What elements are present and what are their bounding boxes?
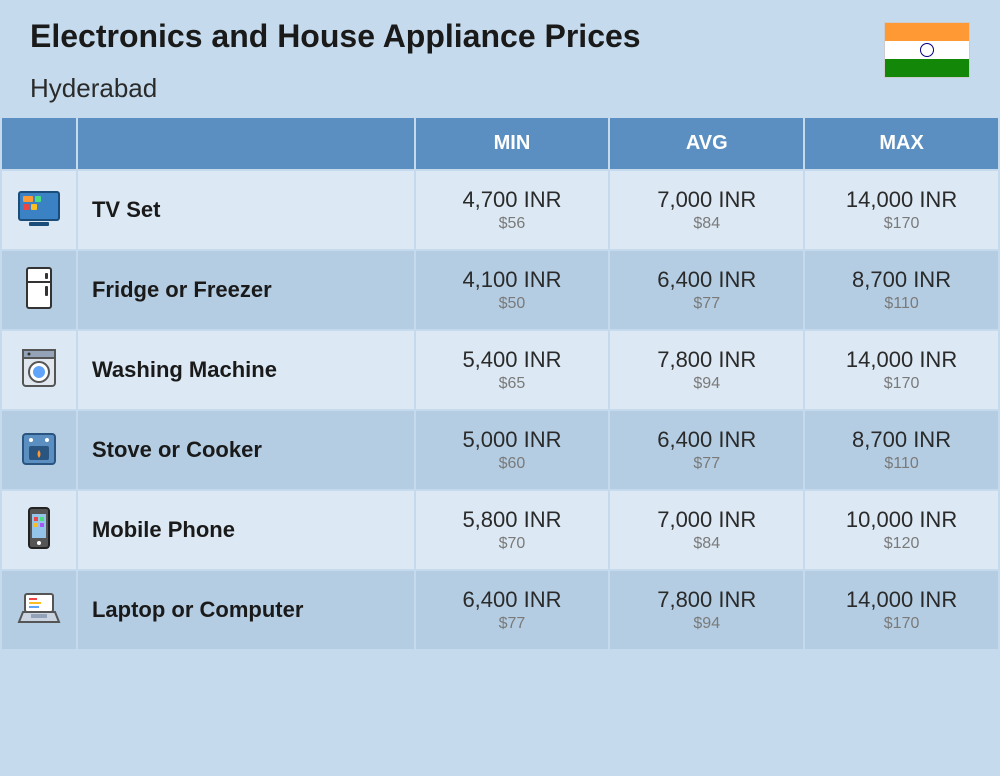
price-usd: $50 [428, 295, 597, 313]
price-usd: $65 [428, 375, 597, 393]
price-usd: $84 [622, 215, 791, 233]
price-inr: 5,000 INR [428, 427, 597, 453]
max-cell: 14,000 INR $170 [804, 170, 999, 250]
table-row: Mobile Phone 5,800 INR $70 7,000 INR $84 10,0… [1, 490, 999, 570]
price-inr: 5,400 INR [428, 347, 597, 373]
item-name: Washing Machine [77, 330, 415, 410]
price-inr: 7,800 INR [622, 347, 791, 373]
tv-icon [1, 170, 77, 250]
price-inr: 4,100 INR [428, 267, 597, 293]
max-cell: 14,000 INR $170 [804, 330, 999, 410]
price-usd: $60 [428, 455, 597, 473]
min-cell: 5,400 INR $65 [415, 330, 610, 410]
header-min: MIN [415, 117, 610, 170]
header-max: MAX [804, 117, 999, 170]
avg-cell: 7,000 INR $84 [609, 490, 804, 570]
price-inr: 7,000 INR [622, 507, 791, 533]
laptop-icon [1, 570, 77, 650]
item-name: Mobile Phone [77, 490, 415, 570]
table-row: TV Set 4,700 INR $56 7,000 INR $84 14,000 INR… [1, 170, 999, 250]
price-usd: $170 [817, 215, 986, 233]
price-usd: $56 [428, 215, 597, 233]
price-inr: 7,000 INR [622, 187, 791, 213]
price-inr: 10,000 INR [817, 507, 986, 533]
price-usd: $84 [622, 535, 791, 553]
table-header-row: MIN AVG MAX [1, 117, 999, 170]
item-name: TV Set [77, 170, 415, 250]
table-row: Stove or Cooker 5,000 INR $60 6,400 INR $77 8… [1, 410, 999, 490]
price-usd: $120 [817, 535, 986, 553]
min-cell: 5,800 INR $70 [415, 490, 610, 570]
price-inr: 8,700 INR [817, 267, 986, 293]
fridge-icon [1, 250, 77, 330]
price-usd: $77 [428, 615, 597, 633]
phone-icon [1, 490, 77, 570]
table-row: Laptop or Computer 6,400 INR $77 7,800 INR $… [1, 570, 999, 650]
min-cell: 5,000 INR $60 [415, 410, 610, 490]
header-icon-col [1, 117, 77, 170]
price-usd: $94 [622, 375, 791, 393]
price-inr: 5,800 INR [428, 507, 597, 533]
price-usd: $110 [817, 455, 986, 473]
max-cell: 8,700 INR $110 [804, 250, 999, 330]
price-usd: $170 [817, 375, 986, 393]
india-flag-icon [884, 22, 970, 78]
washer-icon [1, 330, 77, 410]
item-name: Laptop or Computer [77, 570, 415, 650]
avg-cell: 6,400 INR $77 [609, 250, 804, 330]
avg-cell: 7,800 INR $94 [609, 570, 804, 650]
item-name: Fridge or Freezer [77, 250, 415, 330]
stove-icon [1, 410, 77, 490]
price-usd: $170 [817, 615, 986, 633]
price-usd: $77 [622, 455, 791, 473]
price-inr: 6,400 INR [622, 427, 791, 453]
header-name-col [77, 117, 415, 170]
max-cell: 8,700 INR $110 [804, 410, 999, 490]
price-inr: 14,000 INR [817, 187, 986, 213]
price-inr: 7,800 INR [622, 587, 791, 613]
price-usd: $77 [622, 295, 791, 313]
price-usd: $70 [428, 535, 597, 553]
price-inr: 6,400 INR [428, 587, 597, 613]
price-usd: $94 [622, 615, 791, 633]
min-cell: 6,400 INR $77 [415, 570, 610, 650]
avg-cell: 7,800 INR $94 [609, 330, 804, 410]
price-inr: 4,700 INR [428, 187, 597, 213]
min-cell: 4,100 INR $50 [415, 250, 610, 330]
title-block: Electronics and House Appliance Prices H… [30, 18, 884, 104]
price-inr: 14,000 INR [817, 347, 986, 373]
price-inr: 8,700 INR [817, 427, 986, 453]
avg-cell: 7,000 INR $84 [609, 170, 804, 250]
page-header: Electronics and House Appliance Prices H… [0, 0, 1000, 116]
max-cell: 14,000 INR $170 [804, 570, 999, 650]
item-name: Stove or Cooker [77, 410, 415, 490]
price-table: MIN AVG MAX TV Set 4,700 INR $56 7,000 INR $… [0, 116, 1000, 651]
min-cell: 4,700 INR $56 [415, 170, 610, 250]
table-row: Fridge or Freezer 4,100 INR $50 6,400 INR $7… [1, 250, 999, 330]
max-cell: 10,000 INR $120 [804, 490, 999, 570]
price-inr: 14,000 INR [817, 587, 986, 613]
page-subtitle: Hyderabad [30, 73, 884, 104]
price-usd: $110 [817, 295, 986, 313]
avg-cell: 6,400 INR $77 [609, 410, 804, 490]
page-title: Electronics and House Appliance Prices [30, 18, 884, 55]
table-row: Washing Machine 5,400 INR $65 7,800 INR $94 1… [1, 330, 999, 410]
header-avg: AVG [609, 117, 804, 170]
price-inr: 6,400 INR [622, 267, 791, 293]
